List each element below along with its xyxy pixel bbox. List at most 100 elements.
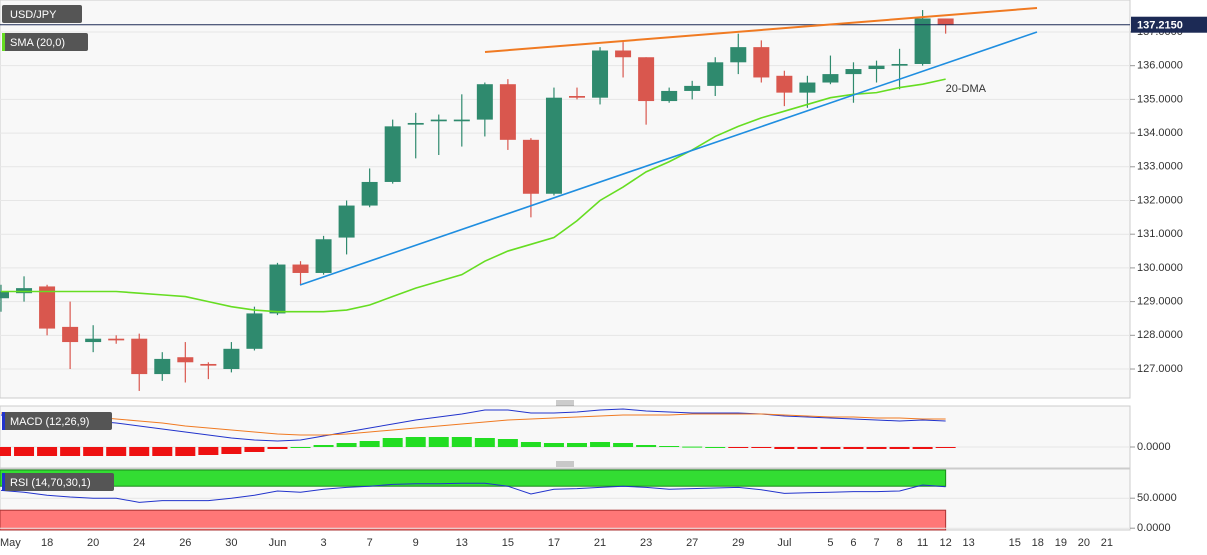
histogram-bar xyxy=(14,447,35,456)
x-tick-label: 13 xyxy=(456,537,468,549)
histogram-bar xyxy=(889,447,910,449)
histogram-bar xyxy=(129,447,150,456)
x-tick-label: 27 xyxy=(686,537,698,549)
histogram-bar xyxy=(359,441,380,447)
candle-body xyxy=(937,18,954,25)
histogram-bar xyxy=(428,437,449,447)
panel-title: RSI (14,70,30,1) xyxy=(10,477,91,489)
candle-body xyxy=(730,47,747,63)
histogram-bar xyxy=(774,447,795,449)
y-tick-label: 134.0000 xyxy=(1137,127,1183,139)
histogram-bar xyxy=(751,447,772,448)
histogram-bar xyxy=(405,437,426,447)
histogram-bar xyxy=(543,443,564,447)
overbought-band xyxy=(0,469,947,487)
x-tick-label: Jun xyxy=(269,537,287,549)
last-price-box xyxy=(1131,16,1207,33)
x-tick-label: 6 xyxy=(850,537,856,549)
y-tick-label: 136.0000 xyxy=(1137,60,1183,72)
histogram-bar xyxy=(244,447,265,452)
histogram-bar xyxy=(705,447,726,448)
price-panel xyxy=(0,0,1131,399)
candle-body xyxy=(269,264,286,314)
histogram-bar xyxy=(290,447,311,448)
candle-body xyxy=(108,338,125,341)
resistance-line xyxy=(484,7,1038,53)
candle-body xyxy=(569,96,585,98)
histogram-bar xyxy=(175,447,196,456)
candle-body xyxy=(223,348,240,370)
macd-panel xyxy=(0,405,1131,469)
candle-body xyxy=(338,205,355,238)
histogram-bar xyxy=(590,442,611,447)
x-tick-label: 23 xyxy=(640,537,652,549)
histogram-bar xyxy=(198,447,219,455)
candle-body xyxy=(545,97,562,194)
x-tick-label: 11 xyxy=(917,537,928,549)
histogram-bar xyxy=(567,443,587,447)
y-tick-label: 132.0000 xyxy=(1137,194,1183,206)
annotation: 20-DMA xyxy=(946,83,987,95)
candle-body xyxy=(522,139,539,194)
label-box xyxy=(2,412,112,430)
x-tick-label: 12 xyxy=(940,537,952,549)
candle-body xyxy=(430,119,447,122)
panel-handle xyxy=(556,461,574,467)
x-tick-label: 13 xyxy=(963,537,975,549)
x-tick-label: 7 xyxy=(367,537,373,549)
candle-body xyxy=(292,264,309,273)
histogram-bar xyxy=(336,443,357,447)
histogram-bar xyxy=(106,447,127,456)
last-price-label: 137.2150 xyxy=(1137,20,1183,32)
y-tick-label: 129.0000 xyxy=(1137,296,1183,308)
indicator-line xyxy=(0,482,946,503)
histogram-bar xyxy=(935,447,956,448)
x-tick-label: 29 xyxy=(732,537,744,549)
x-tick-label: Jul xyxy=(777,537,791,549)
x-tick-label: 5 xyxy=(827,537,833,549)
histogram-bar xyxy=(659,446,680,447)
histogram-bar xyxy=(60,447,81,456)
x-tick-label: 26 xyxy=(179,537,191,549)
candle-body xyxy=(0,291,9,299)
label-stripe xyxy=(2,33,5,51)
histogram-bar xyxy=(520,442,541,447)
panel-title: MACD (12,26,9) xyxy=(10,416,89,428)
candle-body xyxy=(868,65,885,70)
candle-body xyxy=(62,326,79,343)
x-tick-label: 21 xyxy=(1101,537,1113,549)
candle-body xyxy=(799,82,816,93)
candle-body xyxy=(615,50,632,58)
candle-body xyxy=(499,84,516,140)
panel-handle xyxy=(556,400,574,406)
x-tick-label: 20 xyxy=(87,537,99,549)
candle-body xyxy=(407,122,424,125)
candle-body xyxy=(384,126,401,182)
x-tick-label: 15 xyxy=(502,537,514,549)
histogram-bar xyxy=(152,447,173,456)
candle-body xyxy=(822,74,839,83)
candle-body xyxy=(246,313,263,349)
y-tick-label: 135.0000 xyxy=(1137,93,1183,105)
histogram-bar xyxy=(221,447,242,454)
label-box xyxy=(2,33,88,51)
histogram-bar xyxy=(0,447,11,456)
candle-body xyxy=(638,57,655,102)
histogram-bar xyxy=(313,445,334,447)
x-tick-label: 18 xyxy=(41,537,53,549)
histogram-bar xyxy=(497,439,518,447)
indicator-line xyxy=(0,408,946,442)
candle-body xyxy=(85,338,102,343)
x-tick-label: 21 xyxy=(594,537,606,549)
y-tick-label: 127.0000 xyxy=(1137,363,1183,375)
y-tick-label: 131.0000 xyxy=(1137,228,1183,240)
candle-body xyxy=(707,62,724,86)
histogram-bar xyxy=(820,447,841,449)
histogram-bar xyxy=(613,443,634,447)
x-tick-label: 24 xyxy=(133,537,145,549)
candle-body xyxy=(914,18,931,64)
candle-body xyxy=(453,119,470,122)
histogram-bar xyxy=(912,447,933,449)
candle-body xyxy=(315,239,332,273)
